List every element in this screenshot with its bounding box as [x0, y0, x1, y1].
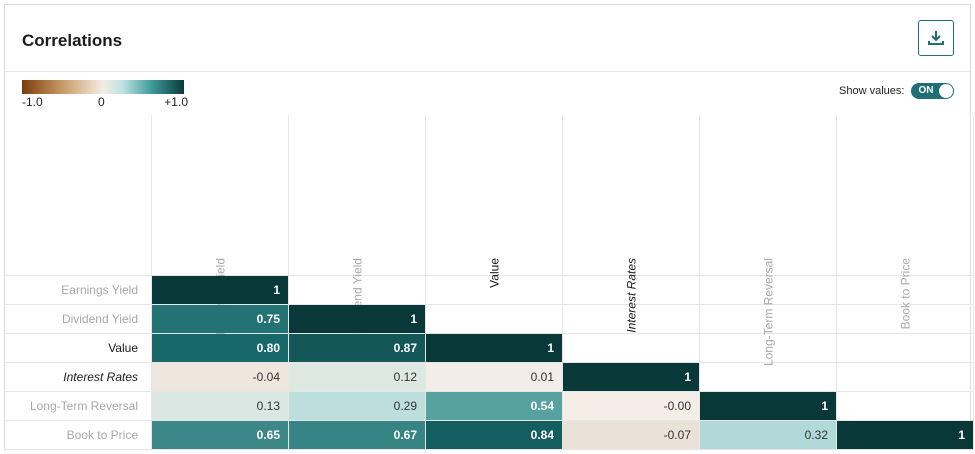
column-header-dividend-yield: Dividend Yield [288, 115, 425, 334]
correlation-cell[interactable]: 0.80 [152, 334, 288, 362]
correlation-cell[interactable]: 1 [152, 276, 288, 304]
row-label-interest-rates: Interest Rates [63, 370, 138, 384]
panel-title: Correlations [22, 31, 123, 50]
correlation-cell[interactable]: 1 [563, 363, 699, 391]
column-header-value: Value [425, 115, 562, 288]
correlation-cell[interactable]: 1 [700, 392, 836, 420]
grid-line [425, 115, 426, 449]
column-header-book-to-price: Book to Price [836, 115, 973, 329]
row-label-long-term-reversal: Long-Term Reversal [29, 399, 138, 413]
correlation-cell[interactable]: 0.87 [289, 334, 425, 362]
grid-line [973, 115, 974, 449]
column-header-label: Long-Term Reversal [761, 258, 775, 367]
grid-line [5, 333, 973, 334]
correlation-cell[interactable]: 0.29 [289, 392, 425, 420]
download-button[interactable] [918, 20, 954, 56]
correlation-cell[interactable]: 1 [837, 421, 973, 449]
column-header-label: Interest Rates [624, 258, 638, 333]
grid-line [562, 115, 563, 449]
legend-mid-label: 0 [98, 95, 105, 109]
header-divider [5, 71, 970, 72]
legend-gradient-bar [22, 80, 184, 94]
correlation-cell[interactable]: -0.00 [563, 392, 699, 420]
grid-line [5, 449, 973, 450]
column-header-long-term-reversal: Long-Term Reversal [699, 115, 836, 366]
column-header-label: Value [487, 258, 501, 288]
correlation-cell[interactable]: -0.04 [152, 363, 288, 391]
column-header-interest-rates: Interest Rates [562, 115, 699, 333]
grid-line [836, 115, 837, 449]
toggle-knob [939, 84, 954, 98]
correlation-cell[interactable]: 0.84 [426, 421, 562, 449]
show-values-control: Show values: ON [839, 83, 955, 99]
correlation-cell[interactable]: 0.32 [700, 421, 836, 449]
column-header-label: Book to Price [898, 258, 912, 330]
correlation-cell[interactable]: 0.75 [152, 305, 288, 333]
correlation-cell[interactable]: 0.65 [152, 421, 288, 449]
grid-line [5, 420, 973, 421]
correlation-cell[interactable]: 0.54 [426, 392, 562, 420]
correlation-cell[interactable]: 0.01 [426, 363, 562, 391]
correlations-panel: Correlations -1.0 0 +1.0 Show values: ON… [4, 4, 974, 450]
download-icon [928, 31, 944, 45]
row-label-value: Value [108, 341, 138, 355]
legend-min-label: -1.0 [22, 95, 43, 109]
grid-line [699, 115, 700, 449]
correlation-cell[interactable]: 0.67 [289, 421, 425, 449]
correlation-cell[interactable]: -0.07 [563, 421, 699, 449]
correlation-cell[interactable]: 1 [426, 334, 562, 362]
color-scale-legend: -1.0 0 +1.0 [22, 80, 188, 109]
correlation-cell[interactable]: 0.12 [289, 363, 425, 391]
show-values-toggle[interactable]: ON [911, 83, 955, 99]
grid-line [151, 115, 152, 449]
row-label-earnings-yield: Earnings Yield [61, 283, 138, 297]
grid-line [288, 115, 289, 449]
grid-line [5, 275, 973, 276]
column-header-earnings-yield: Earnings Yield [151, 115, 288, 335]
toggle-state-label: ON [918, 85, 934, 96]
grid-line [5, 362, 973, 363]
row-label-dividend-yield: Dividend Yield [61, 312, 138, 326]
grid-line [5, 304, 973, 305]
show-values-label: Show values: [839, 85, 905, 97]
correlation-cell[interactable]: 0.13 [152, 392, 288, 420]
row-label-book-to-price: Book to Price [66, 428, 138, 442]
legend-max-label: +1.0 [164, 95, 188, 109]
correlation-cell[interactable]: 1 [289, 305, 425, 333]
grid-line [5, 391, 973, 392]
